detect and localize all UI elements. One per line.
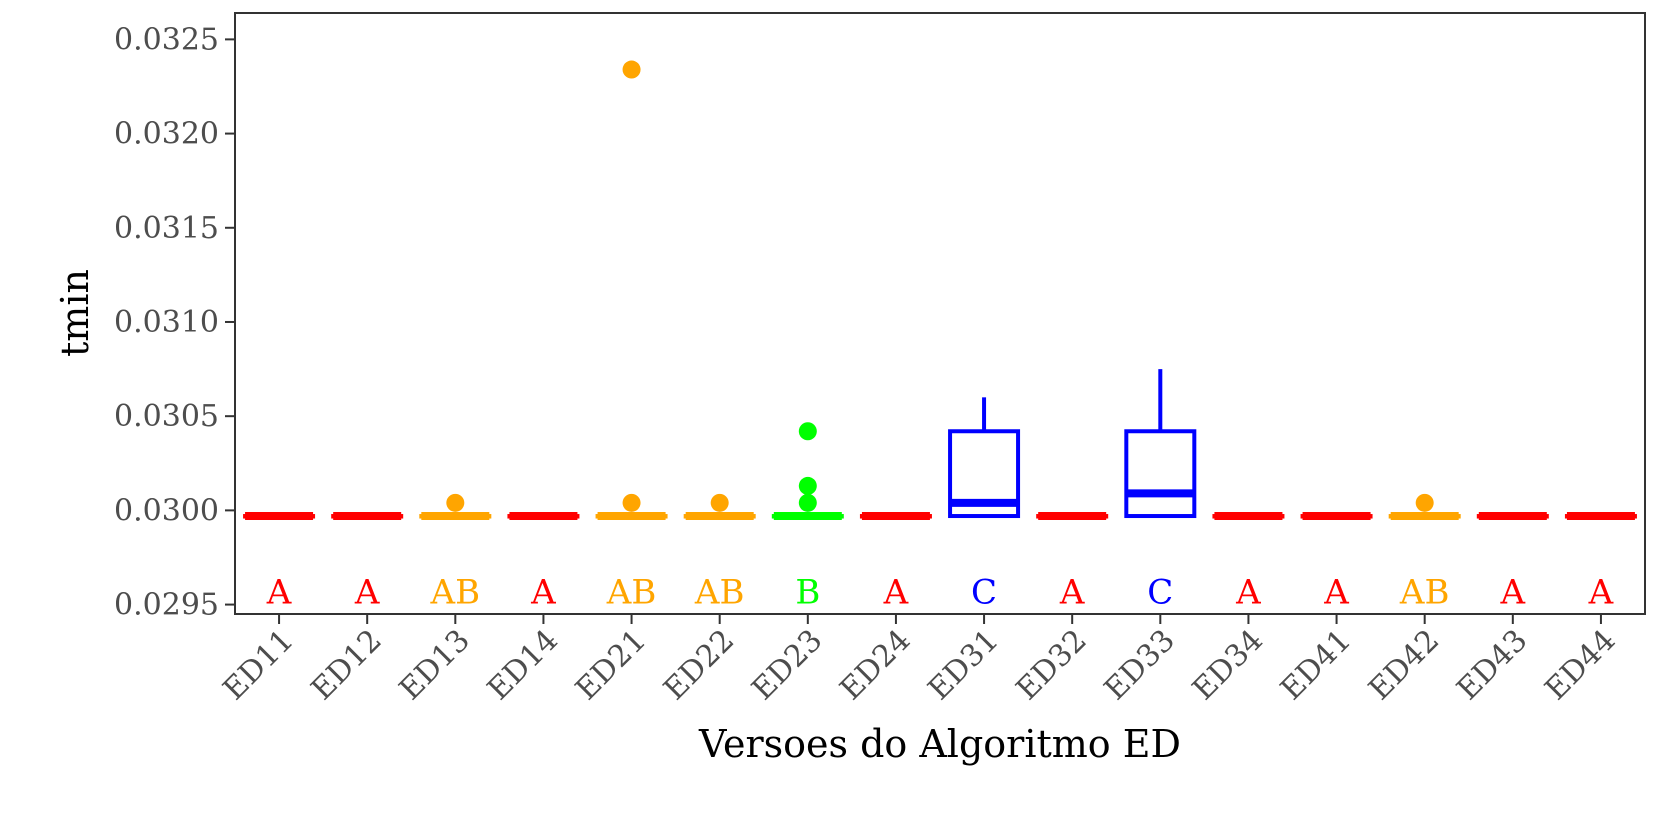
- box-ED33: [1124, 369, 1197, 519]
- group-letter-ED22: AB: [694, 572, 745, 612]
- box-ED21: [595, 60, 668, 521]
- box-ED13: [419, 493, 492, 521]
- x-tick-label: ED12: [305, 623, 389, 707]
- plot-panel-border: [234, 12, 1646, 615]
- box-ED32: [1036, 512, 1109, 521]
- outlier-point: [446, 493, 465, 512]
- x-tick-label: ED34: [1186, 623, 1270, 707]
- y-tick-label: 0.0295: [114, 588, 219, 623]
- x-tick-label: ED24: [833, 623, 917, 707]
- group-letter-ED42: AB: [1399, 572, 1450, 612]
- x-tick-label: ED11: [216, 623, 300, 707]
- box-ED22: [683, 493, 756, 521]
- x-tick-label: ED41: [1274, 623, 1358, 707]
- x-tick-label: ED42: [1362, 623, 1446, 707]
- group-letter-ED41: A: [1323, 572, 1349, 612]
- group-letter-ED11: A: [266, 572, 292, 612]
- outlier-point: [710, 493, 729, 512]
- box-body: [1124, 429, 1197, 519]
- x-tick-label: ED43: [1450, 623, 1534, 707]
- y-tick-label: 0.0310: [114, 305, 219, 340]
- y-tick-label: 0.0305: [114, 399, 219, 434]
- outlier-point: [798, 476, 817, 495]
- x-tick-label: ED14: [481, 623, 565, 707]
- y-tick-label: 0.0300: [114, 493, 219, 528]
- x-tick-label: ED23: [745, 623, 829, 707]
- plot-background: [235, 13, 1645, 614]
- y-tick-label: 0.0315: [114, 211, 219, 246]
- x-axis-title: Versoes do Algoritmo ED: [698, 722, 1181, 766]
- outlier-point: [1415, 493, 1434, 512]
- outlier-point: [798, 422, 817, 441]
- group-letter-ED24: A: [883, 572, 909, 612]
- boxplot-series: [243, 60, 1637, 521]
- box-ED34: [1212, 512, 1285, 521]
- y-axis-title: tmin: [53, 269, 97, 357]
- box-ED44: [1564, 512, 1637, 521]
- box-ED23: [771, 422, 844, 521]
- group-letter-ED13: AB: [430, 572, 481, 612]
- box-ED12: [331, 512, 404, 521]
- group-letter-ED12: A: [354, 572, 380, 612]
- box-ED14: [507, 512, 580, 521]
- x-tick-label: ED44: [1538, 623, 1622, 707]
- x-tick-label: ED21: [569, 623, 653, 707]
- box-ED24: [859, 512, 932, 521]
- box-ED42: [1388, 493, 1461, 521]
- group-letter-ED32: A: [1059, 572, 1085, 612]
- x-tick-label: ED33: [1098, 623, 1182, 707]
- group-letter-ED33: C: [1147, 572, 1173, 612]
- group-letter-ED43: A: [1500, 572, 1526, 612]
- x-axis-ticks: ED11 ED12 ED13 ED14 ED21 ED22 ED23 ED24 ED31 ED32…: [216, 614, 1623, 707]
- group-letter-ED14: A: [530, 572, 556, 612]
- box-ED43: [1476, 512, 1549, 521]
- x-tick-label: ED22: [657, 623, 741, 707]
- group-letters: A A AB A AB AB B A C A C A A AB A A: [266, 572, 1614, 612]
- outlier-point: [798, 493, 817, 512]
- y-tick-label: 0.0320: [114, 117, 219, 152]
- y-axis-ticks: 0.0295 0.0300 0.0305 0.0310 0.0315 0.0320 0.03…: [114, 22, 235, 623]
- group-letter-ED23: B: [795, 572, 820, 612]
- box-ED41: [1300, 512, 1373, 521]
- outlier-point: [622, 60, 641, 79]
- group-letter-ED34: A: [1235, 572, 1261, 612]
- x-tick-label: ED31: [921, 623, 1005, 707]
- box-ED31: [948, 397, 1021, 519]
- box-ED11: [243, 512, 316, 521]
- group-letter-ED44: A: [1588, 572, 1614, 612]
- x-tick-label: ED32: [1010, 623, 1094, 707]
- group-letter-ED21: AB: [606, 572, 657, 612]
- box-body: [948, 429, 1021, 519]
- x-tick-label: ED13: [393, 623, 477, 707]
- y-tick-label: 0.0325: [114, 22, 219, 57]
- group-letter-ED31: C: [971, 572, 997, 612]
- outlier-point: [622, 493, 641, 512]
